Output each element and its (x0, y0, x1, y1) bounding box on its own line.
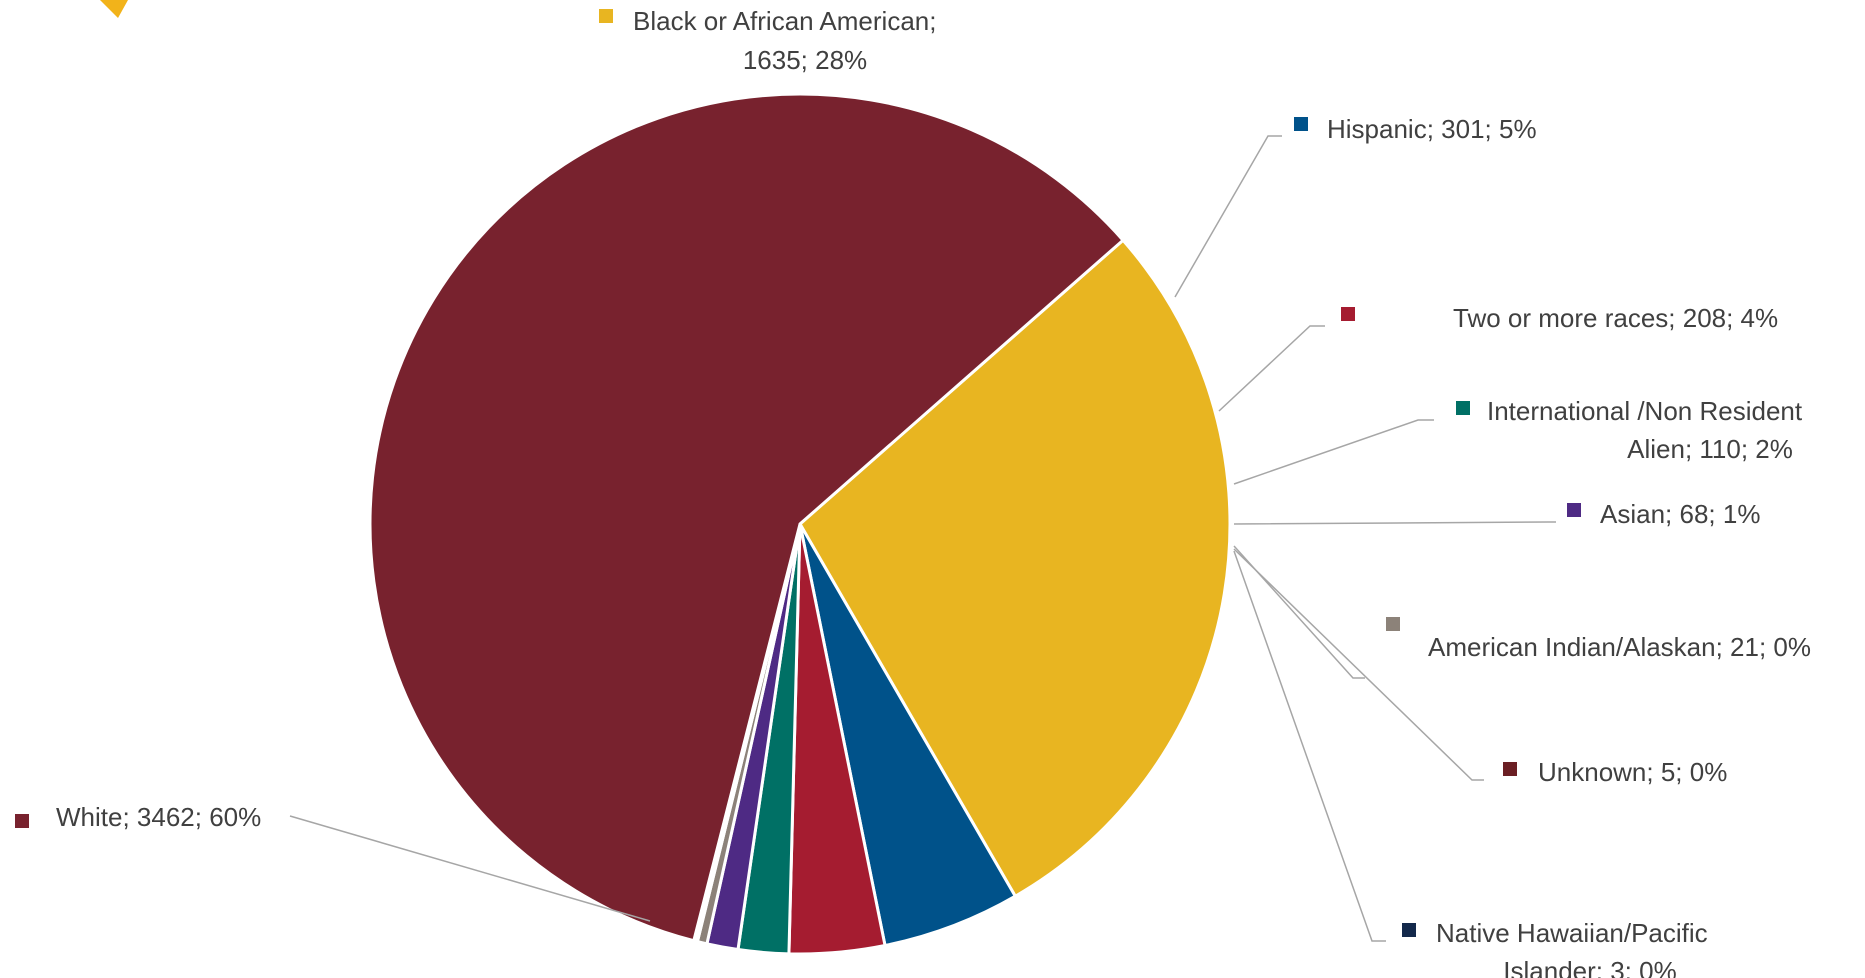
pie-slices (368, 92, 1232, 956)
leader-line-two-or-more-races (1218, 325, 1325, 412)
label-key-hispanic (1294, 117, 1308, 131)
corner-accent-shape (100, 0, 128, 18)
label-key-unknown (1503, 762, 1517, 776)
data-labels: Black or African American; 1635; 28% Hispa… (15, 6, 1811, 978)
leader-line-asian (1233, 521, 1556, 525)
data-label-black-or-african-american-line-1: Black or African American; (633, 6, 936, 36)
leader-line-unknown (1233, 548, 1484, 781)
label-key-american-indian-alaskan (1386, 617, 1400, 631)
data-label-native-hawaiian-pacific-islander-line-1: Native Hawaiian/Pacific (1436, 918, 1708, 948)
data-label-american-indian-alaskan: American Indian/Alaskan; 21; 0% (1428, 632, 1811, 662)
leader-line-white (289, 815, 651, 922)
label-key-two-or-more-races (1341, 307, 1355, 321)
label-key-native-hawaiian-pacific-islander (1402, 923, 1416, 937)
data-label-two-or-more-races: Two or more races; 208; 4% (1453, 303, 1778, 333)
data-label-international-non-resident-alien-line-2: Alien; 110; 2% (1627, 434, 1793, 464)
leader-line-international-non-resident-alien (1233, 419, 1434, 485)
leader-lines (289, 135, 1556, 942)
label-key-white (15, 814, 29, 828)
pie-slice-hispanic (798, 523, 1018, 948)
label-key-black-or-african-american (599, 9, 613, 23)
label-key-asian (1567, 503, 1581, 517)
pie-slice-black-or-african-american (798, 238, 1232, 899)
corner-decoration (100, 0, 128, 18)
data-label-asian: Asian; 68; 1% (1600, 499, 1760, 529)
data-label-unknown: Unknown; 5; 0% (1538, 757, 1727, 787)
leader-line-american-indian-alaskan (1233, 545, 1365, 679)
data-label-native-hawaiian-pacific-islander-line-2: Islander; 3; 0% (1503, 956, 1676, 978)
data-label-black-or-african-american-line-2: 1635; 28% (743, 45, 867, 75)
data-label-international-non-resident-alien-line-1: International /Non Resident (1487, 396, 1803, 426)
data-label-hispanic: Hispanic; 301; 5% (1327, 114, 1537, 144)
leader-line-native-hawaiian-pacific-islander (1233, 550, 1386, 942)
data-label-white: White; 3462; 60% (56, 802, 261, 832)
label-key-international-non-resident-alien (1456, 401, 1470, 415)
leader-line-hispanic (1174, 135, 1282, 298)
pie-slice-white (368, 92, 1126, 943)
